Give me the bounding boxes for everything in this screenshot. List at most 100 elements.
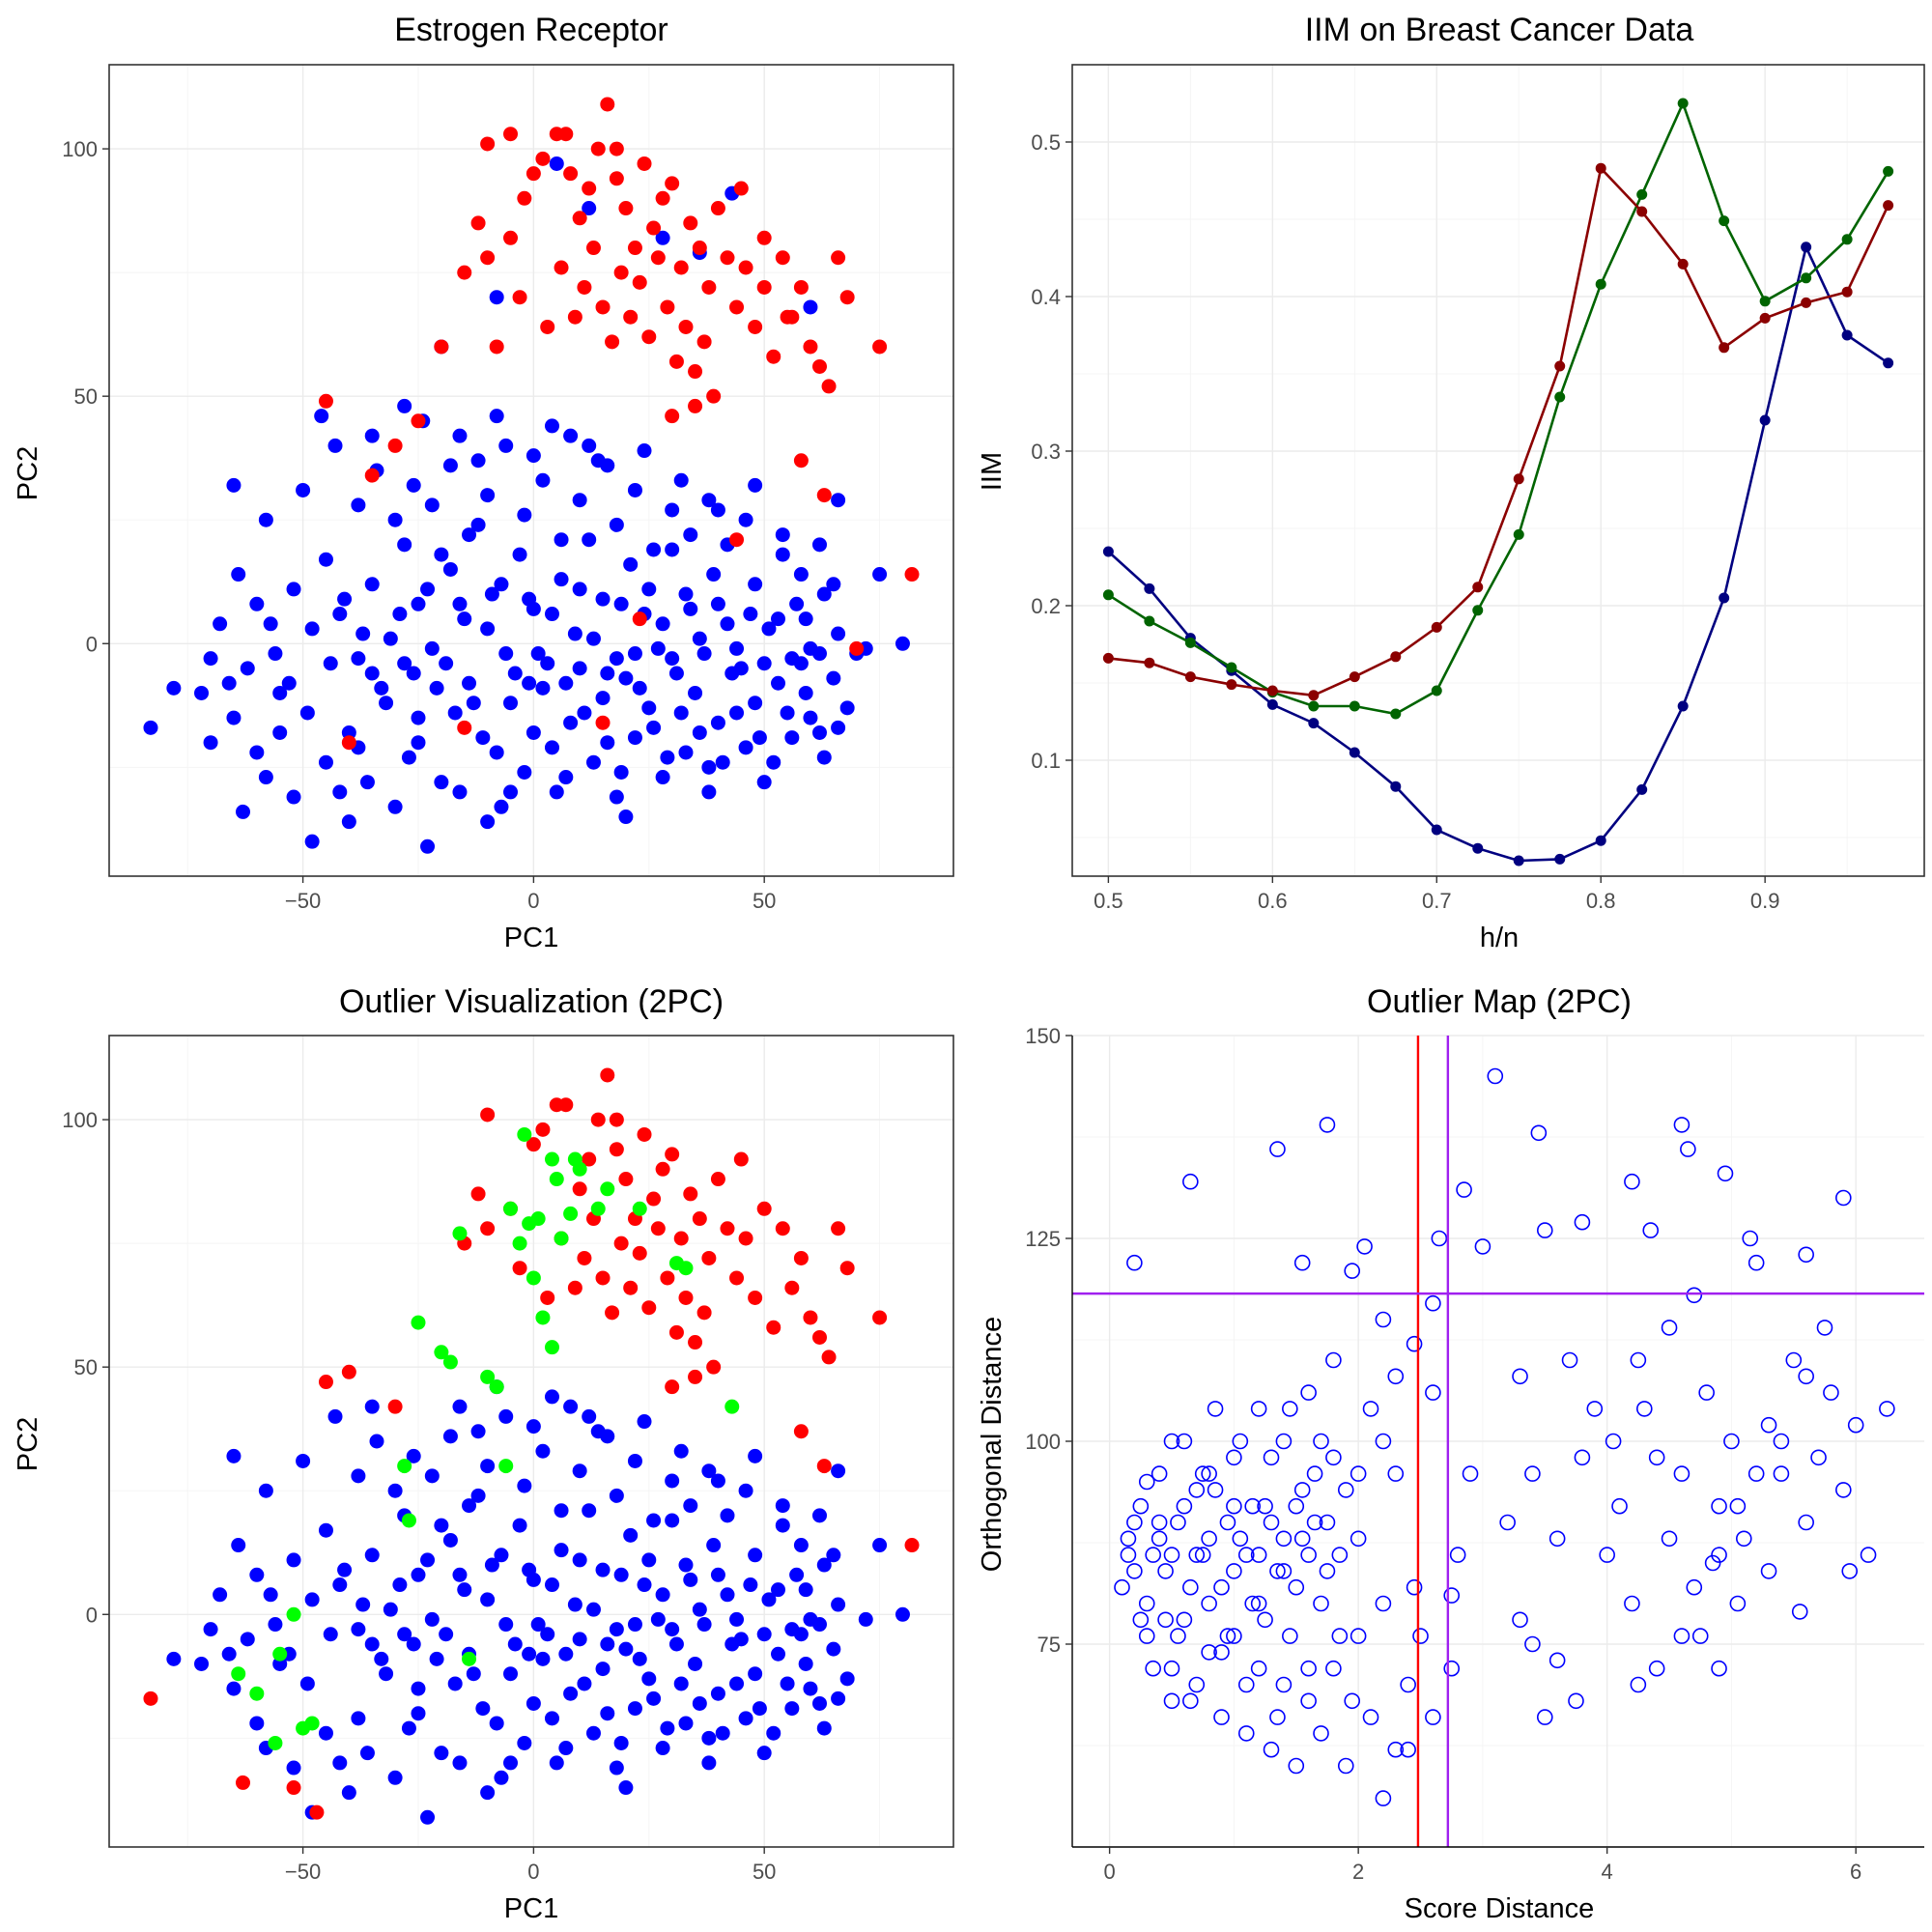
data-point-negative <box>798 611 813 627</box>
data-point-positive <box>609 141 624 156</box>
data-point-negative <box>637 443 652 459</box>
data-point-negative <box>692 631 707 646</box>
data-point-darkred <box>1513 473 1524 485</box>
data-point-regular <box>811 1617 827 1633</box>
data-point-observations <box>1263 1514 1280 1531</box>
x-tick-label: 0 <box>1104 1860 1116 1884</box>
data-point-darkgreen <box>1184 637 1196 648</box>
data-point-regular <box>364 1399 380 1414</box>
y-tick-label: 50 <box>74 1355 98 1379</box>
data-point-positive <box>678 319 694 334</box>
data-point-navy <box>1144 582 1155 594</box>
data-point-observations <box>1773 1465 1790 1482</box>
data-point-observations <box>1512 1368 1528 1385</box>
data-point-observations <box>1331 1547 1349 1563</box>
data-point-negative <box>540 656 555 671</box>
data-point-positive <box>706 388 722 404</box>
data-point-positive <box>567 309 582 325</box>
data-point-negative <box>258 512 273 527</box>
data-point-observations <box>1717 1165 1734 1182</box>
data-point-negative <box>784 730 800 746</box>
y-tick-label: 125 <box>1025 1227 1061 1251</box>
data-point-negative <box>507 666 523 681</box>
data-point-positive <box>821 379 837 394</box>
data-point-observations <box>1293 1254 1311 1271</box>
data-point-observations <box>1823 1384 1839 1401</box>
data-point-observations <box>1673 1465 1690 1482</box>
data-point-observations <box>1630 1676 1647 1693</box>
data-point-regular <box>595 1662 611 1677</box>
data-point-positive <box>540 319 555 334</box>
data-point-negative <box>166 680 182 696</box>
data-point-observations <box>1375 1433 1392 1450</box>
data-point-negative <box>203 651 218 667</box>
data-point-outlier <box>733 1151 749 1167</box>
data-point-darkgreen <box>1759 296 1771 307</box>
data-point-regular <box>613 1567 629 1582</box>
data-point-positive <box>766 349 781 364</box>
data-point-negative <box>554 532 569 548</box>
data-point-observations <box>1747 1465 1765 1482</box>
data-point-positive <box>831 250 846 266</box>
data-point-negative <box>406 477 421 493</box>
data-point-negative <box>660 750 675 765</box>
data-point-regular <box>299 1676 315 1691</box>
data-point-outlier <box>811 1329 827 1345</box>
data-point-positive <box>641 329 657 345</box>
data-point-positive <box>720 250 735 266</box>
data-point-negative <box>304 621 320 637</box>
data-point-positive <box>517 190 532 206</box>
data-point-negative <box>512 547 527 562</box>
data-point-regular <box>585 1602 601 1617</box>
data-point-negative <box>231 567 246 582</box>
data-point-negative <box>327 438 343 453</box>
data-point-positive <box>457 265 472 280</box>
data-point-outlier <box>341 1364 356 1379</box>
y-tick-label: 50 <box>74 384 98 409</box>
data-point-positive <box>632 611 647 627</box>
data-point-negative <box>263 616 278 632</box>
data-point-regular <box>816 1557 832 1573</box>
data-point-outlier <box>637 1126 652 1142</box>
data-point-darkred <box>1759 312 1771 324</box>
data-point-navy <box>1390 781 1402 792</box>
data-point-negative <box>756 656 772 671</box>
data-point-negative <box>572 661 587 676</box>
data-point-regular <box>673 1676 689 1691</box>
data-point-flagged <box>572 1161 587 1177</box>
data-point-navy <box>1883 357 1894 369</box>
data-point-outlier <box>803 1310 818 1325</box>
data-point-positive <box>434 339 449 355</box>
data-point-observations <box>1282 1401 1298 1417</box>
data-point-outlier <box>387 1399 403 1414</box>
data-point-outlier <box>839 1261 855 1276</box>
data-point-positive <box>839 290 855 305</box>
data-point-negative <box>549 784 564 800</box>
x-axis-label: h/n <box>1480 923 1519 953</box>
data-point-observations <box>1574 1449 1591 1466</box>
data-point-darkgreen <box>1390 708 1402 720</box>
data-point-regular <box>411 1681 426 1696</box>
data-point-positive <box>904 567 920 582</box>
data-point-negative <box>530 646 546 662</box>
data-point-darkred <box>1266 685 1278 696</box>
data-point-regular <box>683 1498 698 1514</box>
data-point-observations <box>1250 1660 1267 1677</box>
data-point-observations <box>1176 1611 1193 1629</box>
data-point-negative <box>503 784 519 800</box>
data-point-regular <box>484 1557 499 1573</box>
data-point-darkgreen <box>1636 188 1648 200</box>
data-point-outlier <box>784 1280 800 1295</box>
data-point-flagged <box>452 1226 468 1241</box>
data-point-negative <box>489 409 504 424</box>
data-point-regular <box>480 1459 496 1474</box>
data-point-regular <box>756 1746 772 1761</box>
data-point-outlier <box>904 1538 920 1553</box>
data-point-darkred <box>1144 657 1155 668</box>
data-point-observations <box>1176 1497 1193 1515</box>
data-point-positive <box>692 241 707 256</box>
data-point-negative <box>609 651 624 667</box>
data-point-negative <box>452 784 468 800</box>
data-point-observations <box>1524 1465 1541 1482</box>
